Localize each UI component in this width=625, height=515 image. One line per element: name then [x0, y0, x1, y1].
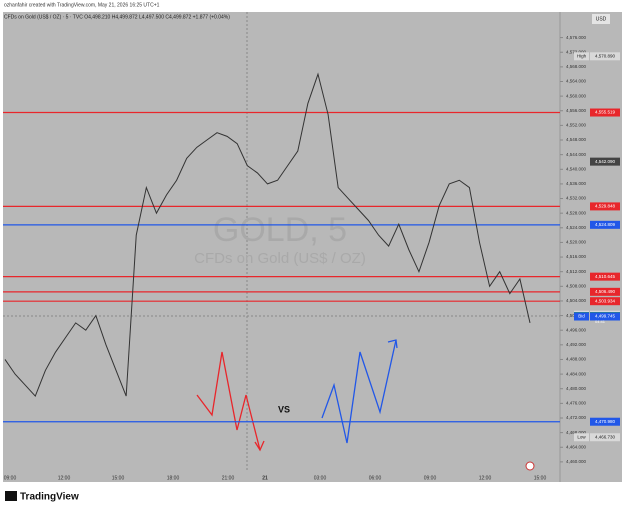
x-tick-label: 03:00: [314, 475, 327, 481]
level-label: 4,510.645: [595, 274, 616, 279]
price-tag: [590, 433, 620, 442]
x-tick-label: 12:00: [58, 475, 71, 481]
event-icon[interactable]: [525, 461, 535, 471]
dynamic: 4,576.000 4,572.000 4,568.000 4,564.000 4,56…: [3, 35, 620, 481]
level-tag: [590, 297, 620, 306]
x-tick-label: 15:00: [534, 475, 547, 481]
price-tag-name: Bid: [578, 314, 585, 319]
y-tick-label: 4,480.000: [566, 386, 587, 391]
logo: [5, 491, 17, 501]
x-tick-label: 09:00: [4, 475, 17, 481]
y-tick-label: 4,576.000: [566, 35, 587, 40]
y-tick-label: 4,488.000: [566, 357, 587, 362]
y-tick-label: 4,484.000: [566, 371, 587, 376]
y-tick-label: 4,508.000: [566, 284, 587, 289]
y-tick-label: 4,520.000: [566, 240, 587, 245]
level-tag: [590, 220, 620, 229]
y-tick-label: 4,460.000: [566, 459, 587, 464]
y-tick-label: 4,532.000: [566, 196, 587, 201]
y-tick-label: 4,464.000: [566, 444, 587, 449]
y-tick-label: 4,548.000: [566, 137, 587, 142]
y-tick-label: 4,512.000: [566, 269, 587, 274]
currency[interactable]: USD: [596, 16, 607, 22]
y-tick-label: 4,552.000: [566, 123, 587, 128]
level-label: 4,555.519: [595, 110, 616, 115]
y-tick-label: 4,492.000: [566, 342, 587, 347]
watermark-subtitle: CFDs on Gold (US$ / OZ): [194, 250, 366, 267]
y-tick-label: 4,536.000: [566, 181, 587, 186]
level-label: 4,470.980: [595, 419, 616, 424]
y-tick-label: 4,472.000: [566, 415, 587, 420]
y-tick-label: 4,572.000: [566, 49, 587, 54]
price-tag-label: 4,542.090: [595, 159, 616, 164]
price-tag-name: Low: [577, 434, 586, 439]
arrow-head: [387, 339, 398, 349]
y-tick-label: 4,564.000: [566, 79, 587, 84]
y-tick-label: 4,540.000: [566, 166, 587, 171]
y-tick-label: 4,544.000: [566, 152, 587, 157]
currency-box[interactable]: [592, 14, 610, 24]
x-tick-label: 21:00: [222, 475, 235, 481]
x-tick-label: 09:00: [424, 475, 437, 481]
annotation-arrow: [321, 339, 397, 444]
symbol-line: CFDs on Gold (US$ / OZ) · 5 · TVC O4,498…: [4, 14, 230, 20]
price-tag-name-box: [574, 312, 589, 321]
price-axis: [560, 12, 622, 482]
y-tick-label: 4,556.000: [566, 108, 587, 113]
x-tick-label: 12:00: [479, 475, 492, 481]
y-tick-label: 4,568.000: [566, 64, 587, 69]
price-tag-label: 4,466.730: [595, 434, 616, 439]
price-tag-name: High: [577, 53, 587, 58]
annotation: VS: [278, 404, 290, 414]
price-line: [4, 72, 531, 397]
level-label: 4,529.848: [595, 204, 616, 209]
price-tag-label: 4,499.745: [595, 314, 616, 319]
level-tag: [590, 287, 620, 296]
countdown: 04:41: [595, 319, 606, 324]
y-tick-label: 4,496.000: [566, 327, 587, 332]
price-tag: [590, 52, 620, 61]
price-tag-name-box: [574, 52, 589, 61]
price-tag: [590, 157, 620, 166]
footer-brand: TradingView: [20, 492, 79, 503]
watermark: GOLD, 5: [213, 211, 347, 249]
level-label: 4,524.809: [595, 222, 616, 227]
x-tick-label: 15:00: [112, 475, 125, 481]
y-tick-label: 4,504.000: [566, 298, 587, 303]
level-tag: [590, 272, 620, 281]
y-tick-label: 4,524.000: [566, 225, 587, 230]
y-tick-label: 4,560.000: [566, 93, 587, 98]
arrow-head: [254, 440, 265, 452]
level-label: 4,506.490: [595, 289, 616, 294]
x-tick-label: 06:00: [369, 475, 382, 481]
y-tick-label: 4,528.000: [566, 210, 587, 215]
y-tick-label: 4,476.000: [566, 401, 587, 406]
y-tick-label: 4,516.000: [566, 254, 587, 259]
level-label: 4,503.934: [595, 298, 616, 303]
level-tag: [590, 417, 620, 426]
level-tag: [590, 108, 620, 117]
level-tag: [590, 202, 620, 211]
price-tag-label: 4,570.890: [595, 53, 616, 58]
x-tick-label: 18:00: [167, 475, 180, 481]
price-tag: [590, 312, 620, 321]
author-line: ozhanfahir created with TradingView.com,…: [4, 2, 160, 8]
annotation-arrow: [196, 351, 261, 451]
plot-area: [3, 12, 560, 482]
y-tick-label: 4,468.000: [566, 430, 587, 435]
x-tick-label: 21: [262, 475, 268, 481]
price-tag-name-box: [574, 433, 589, 442]
